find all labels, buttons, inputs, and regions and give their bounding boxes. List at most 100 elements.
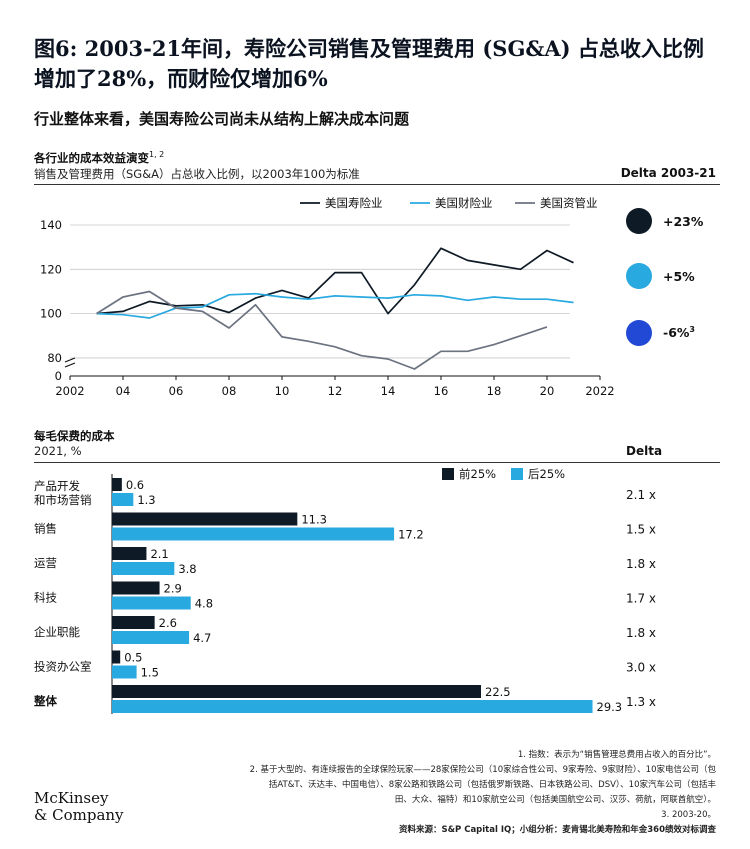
legend-label-3: 美国资管业 [540,196,598,210]
delta-value-1: +23% [663,213,704,229]
x-tick-label-2014: 14 [381,384,396,398]
footnote-2c: 田、大众、福特）和10家航空公司（包括美国航空公司、汉莎、荷航，阿联酋航空）。 [394,795,716,805]
bar-value-4-series-1: 2.9 [164,582,182,596]
footnote-2a: 2. 基于大型的、有连续报告的全球保险玩家——28家保险公司（10家综合性公司、… [249,765,716,775]
bar-4-series-1 [112,581,160,595]
y-tick-label-140: 140 [40,218,62,232]
bar-5-series-2 [112,631,190,644]
x-tick-label-2022: 2022 [585,384,614,398]
bar-legend-swatch-1 [442,468,454,480]
logo-line-1: McKinsey [34,789,109,807]
footnote-2b: 括AT&T、沃达丰、中国电信）、8家公路和铁路公司（包括俄罗斯铁路、日本铁路公司… [268,780,716,790]
bar-2-series-1 [112,512,298,526]
bar-delta-5: 1.8 x [626,626,656,640]
series-line-2 [96,292,574,319]
bar-3-series-2 [112,562,175,575]
bar-2-series-2 [112,527,395,541]
logo-line-2: & Company [34,806,124,824]
line-chart-heading-footnote: 1, 2 [149,150,165,160]
delta-value-2: +5% [663,268,695,284]
category-label-6: 投资办公室 [34,660,92,674]
line-chart-heading: 各行业的成本效益演变1, 2 [34,150,164,166]
category-label-1-b: 和市场营销 [34,493,92,507]
series-line-3 [96,290,548,370]
bar-legend-label-1: 前25% [459,467,496,481]
bar-delta-1: 2.1 x [626,488,656,502]
bar-4-series-2 [112,596,191,610]
footnotes: 1. 指数：表示为“销售管理总费用占收入的百分比”。 2. 基于大型的、有连续报… [156,748,716,838]
x-tick-label-2020: 20 [540,384,555,398]
x-tick-label-2012: 12 [328,384,343,398]
delta-item-1: +23% [626,208,703,234]
bar-value-7-series-2: 29.3 [597,700,623,714]
footnote-3: 3. 2003-20。 [661,810,716,820]
y-tick-label-80: 80 [47,351,62,365]
bar-5-series-1 [112,616,155,629]
category-label-4: 科技 [34,591,57,605]
category-label-2: 销售 [34,522,57,536]
bar-value-5-series-1: 2.6 [159,616,177,630]
bar-7-series-2 [112,700,593,713]
bar-delta-3: 1.8 x [626,557,656,571]
delta-circle-1 [626,208,652,234]
x-tick-label-2004: 04 [116,384,131,398]
delta-circle-3 [626,320,652,346]
bar-delta-7: 1.3 x [626,695,656,709]
page-title: 图6: 2003-21年间，寿险公司销售及管理费用 (SG&A) 占总收入比例增… [34,36,704,91]
line-chart: 美国寿险业 美国财险业 美国资管业 0 80 100 120 140 2002 04 06 08 10… [40,196,615,398]
bar-value-6-series-1: 0.5 [124,651,142,665]
x-tick-label-2016: 16 [434,384,449,398]
line-chart-legend: 美国寿险业 美国财险业 美国资管业 [300,196,598,210]
bar-legend-label-2: 后25% [528,467,565,481]
bar-value-7-series-1: 22.5 [485,685,511,699]
bar-chart-subheading: 2021, % [34,444,82,458]
bar-value-2-series-1: 11.3 [301,513,327,527]
x-tick-label-2006: 06 [169,384,184,398]
bar-delta-heading: Delta [626,444,663,458]
line-delta-column: +23% +5% -6%3 [620,200,720,370]
legend-label-2: 美国财险业 [435,196,493,210]
bar-value-1-series-1: 0.6 [126,478,144,492]
bar-7-series-1 [112,685,481,698]
bar-delta-4: 1.7 x [626,592,656,606]
category-label-3: 运营 [34,556,57,570]
bar-section-divider [34,462,720,463]
x-tick-label-2010: 10 [275,384,290,398]
line-chart-heading-text: 各行业的成本效益演变 [34,151,149,165]
line-chart-subheading: 销售及管理费用（SG&A）占总收入比例，以2003年100为标准 [34,167,360,181]
bar-value-3-series-2: 3.8 [178,562,196,576]
bar-value-3-series-1: 2.1 [150,547,168,561]
line-chart-series [96,247,574,370]
bar-6-series-2 [112,665,137,679]
y-tick-label-100: 100 [40,307,62,321]
mckinsey-logo: McKinsey & Company [34,790,124,824]
delta-value-3: -6%3 [663,325,695,341]
x-tick-label-2008: 08 [222,384,237,398]
line-chart-grid [70,224,570,359]
bar-value-1-series-2: 1.3 [137,493,155,507]
bar-chart-heading: 每毛保费的成本 [34,429,115,443]
y-tick-label-120: 120 [40,262,62,276]
bar-value-4-series-2: 4.8 [195,597,213,611]
bar-delta-6: 3.0 x [626,661,656,675]
bar-legend-swatch-2 [511,468,523,480]
series-line-1 [96,247,574,315]
bar-6-series-1 [112,650,121,664]
footnote-1: 1. 指数：表示为“销售管理总费用占收入的百分比”。 [517,750,716,760]
line-delta-heading: Delta 2003-21 [620,166,716,180]
y-tick-label-0: 0 [55,369,62,383]
bar-value-2-series-2: 17.2 [398,528,424,542]
bar-3-series-1 [112,547,147,560]
source-note: 资料来源：S&P Capital IQ；小组分析：麦肯锡北美寿险和年金360绩效… [398,825,716,835]
page-subtitle: 行业整体来看，美国寿险公司尚未从结构上解决成本问题 [34,110,410,128]
bar-value-5-series-2: 4.7 [193,631,211,645]
line-section-divider [34,184,720,185]
delta-footnote-3: 3 [689,325,695,335]
delta-circle-2 [626,263,652,289]
category-label-5: 企业职能 [34,625,80,639]
bar-chart-legend: 前25% 后25% [442,467,565,481]
x-tick-label-2002: 2002 [55,384,84,398]
bar-delta-2: 1.5 x [626,523,656,537]
line-chart-axes: 0 80 100 120 140 2002 04 06 08 10 12 14 16 18 20 2022 [40,218,615,398]
